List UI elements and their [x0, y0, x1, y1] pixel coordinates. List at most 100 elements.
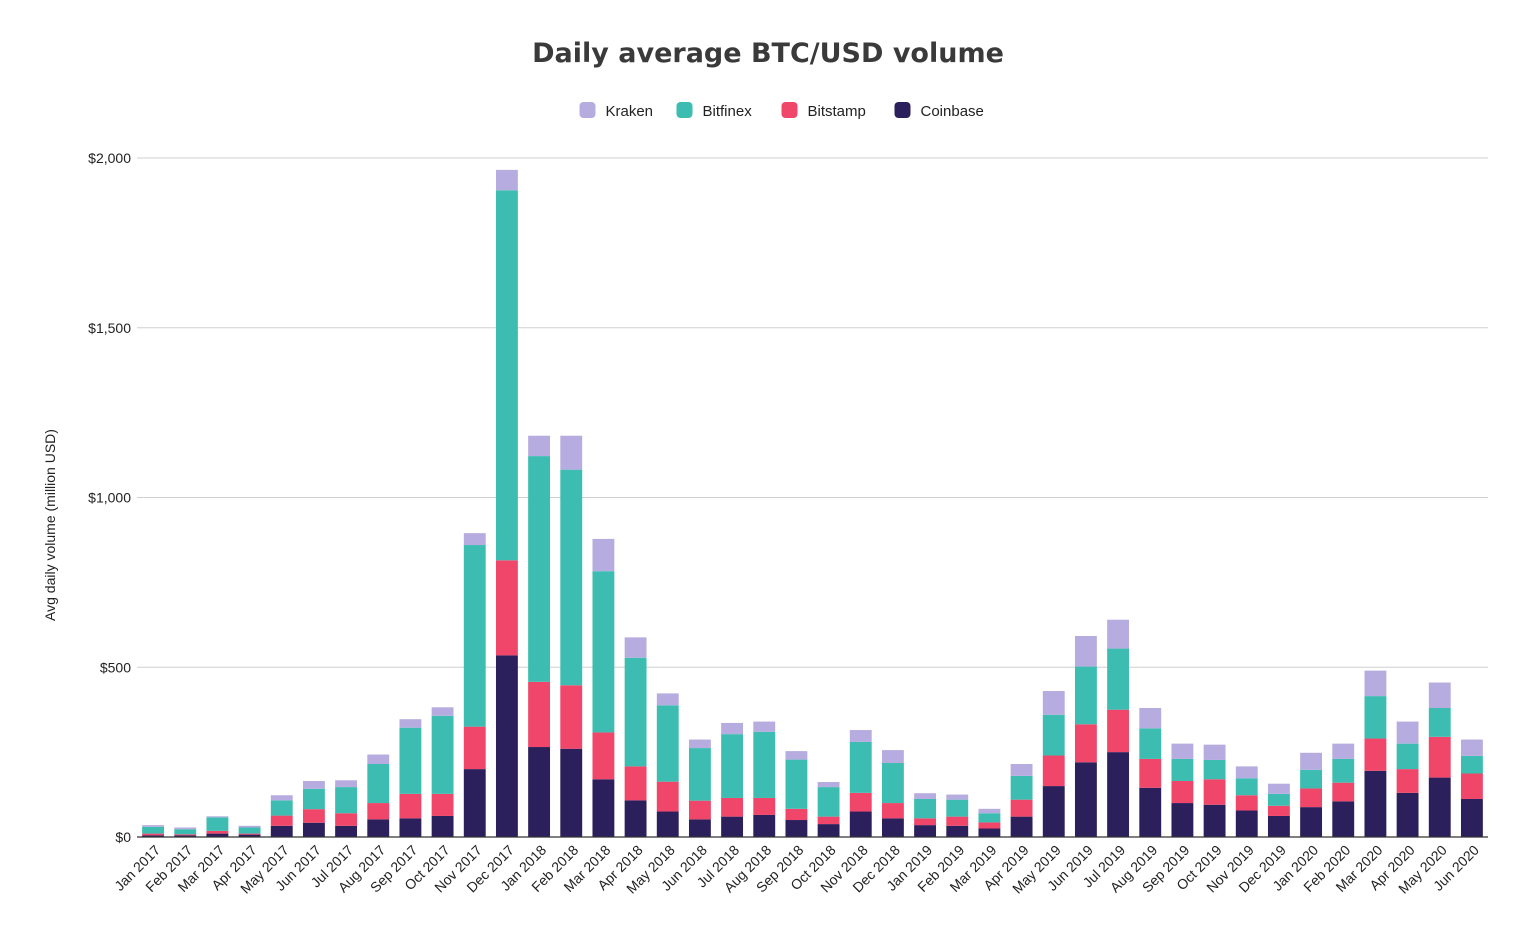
bar-bitstamp	[142, 833, 165, 836]
bar-bitstamp	[946, 816, 969, 826]
bar-bitstamp	[849, 792, 872, 812]
bar-bitstamp	[785, 808, 808, 821]
bar-kraken	[849, 730, 872, 742]
bar-kraken	[1364, 670, 1387, 697]
bar-coinbase	[528, 747, 551, 837]
bar-bitstamp	[1042, 755, 1065, 787]
legend-swatch-kraken	[579, 102, 596, 118]
y-tick-label: $1,500	[88, 320, 131, 336]
bar-bitstamp	[817, 816, 840, 825]
bar-kraken	[1171, 743, 1194, 759]
bar-bitfinex	[1074, 666, 1097, 725]
bar-bitfinex	[914, 798, 937, 819]
bar-kraken	[463, 533, 486, 546]
bar-kraken	[1042, 691, 1065, 715]
bar-kraken	[1203, 744, 1226, 760]
bar-kraken	[592, 538, 615, 572]
bar-kraken	[399, 719, 422, 728]
bar-bitfinex	[335, 787, 358, 814]
bar-kraken	[656, 693, 679, 706]
bar-bitfinex	[817, 787, 840, 817]
bar-bitstamp	[1139, 758, 1162, 788]
bar-bitstamp	[528, 681, 551, 748]
bar-bitfinex	[753, 731, 776, 798]
bar-coinbase	[785, 820, 808, 837]
y-tick-label: $0	[115, 829, 131, 845]
bar-bitstamp	[238, 833, 261, 835]
bar-kraken	[270, 795, 293, 801]
bar-coinbase	[1332, 801, 1355, 837]
bar-bitfinex	[1203, 759, 1226, 780]
bar-kraken	[1428, 682, 1451, 708]
bar-bitfinex	[1107, 648, 1130, 710]
bar-coinbase	[817, 824, 840, 837]
bar-coinbase	[1460, 798, 1483, 837]
bar-bitfinex	[463, 545, 486, 727]
bar-coinbase	[946, 825, 969, 837]
bar-bitfinex	[174, 829, 197, 835]
bar-kraken	[624, 637, 647, 658]
bar-coinbase	[1139, 787, 1162, 837]
bar-kraken	[431, 707, 454, 716]
bar-bitstamp	[978, 822, 1001, 829]
bar-kraken	[1010, 764, 1033, 776]
bar-bitstamp	[721, 797, 744, 817]
bar-bitstamp	[463, 726, 486, 770]
bar-bitstamp	[560, 685, 583, 749]
bar-bitstamp	[1332, 782, 1355, 802]
bar-kraken	[1267, 783, 1290, 794]
bar-kraken	[817, 782, 840, 788]
bar-bitstamp	[1300, 788, 1323, 808]
bar-bitfinex	[688, 748, 711, 801]
bar-kraken	[174, 827, 197, 830]
bar-bitfinex	[1396, 743, 1419, 770]
legend-label-kraken: Kraken	[606, 103, 654, 120]
bar-bitfinex	[1364, 696, 1387, 739]
bar-coinbase	[978, 828, 1001, 837]
bar-bitfinex	[1300, 769, 1323, 789]
bar-bitstamp	[495, 560, 518, 656]
bar-bitfinex	[1332, 758, 1355, 783]
bar-coinbase	[302, 822, 325, 837]
bar-coinbase	[1042, 786, 1065, 837]
y-tick-label: $1,000	[88, 490, 131, 506]
bar-kraken	[881, 750, 904, 763]
legend-swatch-bitfinex	[676, 102, 693, 118]
bar-bitfinex	[1460, 755, 1483, 774]
bar-bitfinex	[1235, 778, 1258, 796]
bar-bitfinex	[399, 727, 422, 794]
bar-coinbase	[270, 825, 293, 837]
bar-coinbase	[1010, 816, 1033, 837]
bar-bitfinex	[849, 741, 872, 793]
bar-kraken	[1300, 752, 1323, 770]
y-axis-label: Avg daily volume (million USD)	[42, 429, 58, 621]
bar-bitfinex	[1139, 728, 1162, 759]
bar-bitfinex	[1428, 707, 1451, 737]
bar-bitstamp	[1364, 738, 1387, 771]
bar-coinbase	[1428, 777, 1451, 837]
bar-bitstamp	[302, 809, 325, 823]
bar-bitstamp	[1267, 805, 1290, 816]
bar-coinbase	[881, 818, 904, 837]
bar-bitstamp	[399, 793, 422, 819]
bar-bitstamp	[753, 797, 776, 815]
bar-bitstamp	[1428, 736, 1451, 778]
bar-bitfinex	[1010, 775, 1033, 800]
bar-bitfinex	[367, 764, 390, 804]
bar-kraken	[785, 751, 808, 760]
bar-coinbase	[624, 800, 647, 837]
bar-bitfinex	[528, 456, 551, 682]
legend-label-bitfinex: Bitfinex	[703, 103, 753, 120]
bar-kraken	[1107, 619, 1130, 649]
bar-coinbase	[1203, 804, 1226, 837]
bar-bitfinex	[302, 788, 325, 810]
bar-kraken	[238, 825, 261, 828]
bar-coinbase	[721, 816, 744, 837]
bar-kraken	[1460, 739, 1483, 756]
legend-swatch-bitstamp	[781, 102, 798, 118]
bar-kraken	[978, 808, 1001, 814]
bar-kraken	[1396, 721, 1419, 744]
bar-bitstamp	[592, 732, 615, 780]
bar-bitstamp	[656, 781, 679, 812]
